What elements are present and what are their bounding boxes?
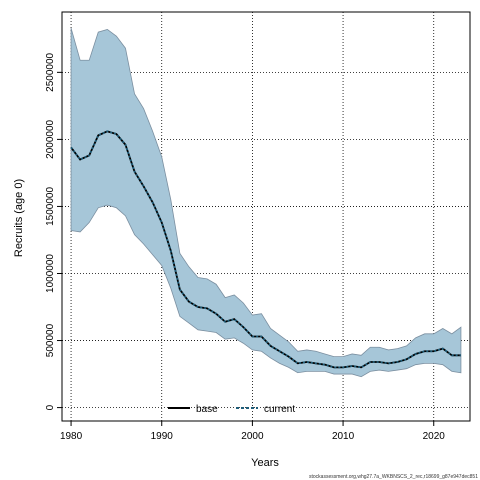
x-tick-label: 1990 [151,431,174,442]
x-tick-label: 2000 [241,431,264,442]
y-tick-label: 1500000 [45,187,56,226]
legend: base current [168,404,295,415]
x-tick-label: 1980 [60,431,83,442]
y-tick-label: 0 [45,404,56,410]
y-tick-label: 2500000 [45,52,56,91]
footer-source-text: stockassessment.org,whg27.7a_WKBNSCS_2_r… [309,474,478,480]
confidence-band [70,27,462,378]
x-tick-label: 2010 [332,431,355,442]
y-axis-title: Recruits (age 0) [13,179,25,257]
x-axis-title: Years [251,457,279,469]
series-line-base [70,130,461,369]
plot-border [61,11,471,422]
series-lines-layer [70,130,461,369]
legend-current-label: current [264,404,295,415]
y-tick-label: 1000000 [45,254,56,293]
x-tick-label: 2020 [423,431,446,442]
legend-base-label: base [196,404,218,415]
y-tick-label: 2000000 [45,119,56,158]
axes: 1980 1990 2000 2010 2020 0 500000 1000000 150000… [45,52,445,442]
y-tick-label: 500000 [45,323,56,357]
confidence-band-layer [70,27,462,378]
